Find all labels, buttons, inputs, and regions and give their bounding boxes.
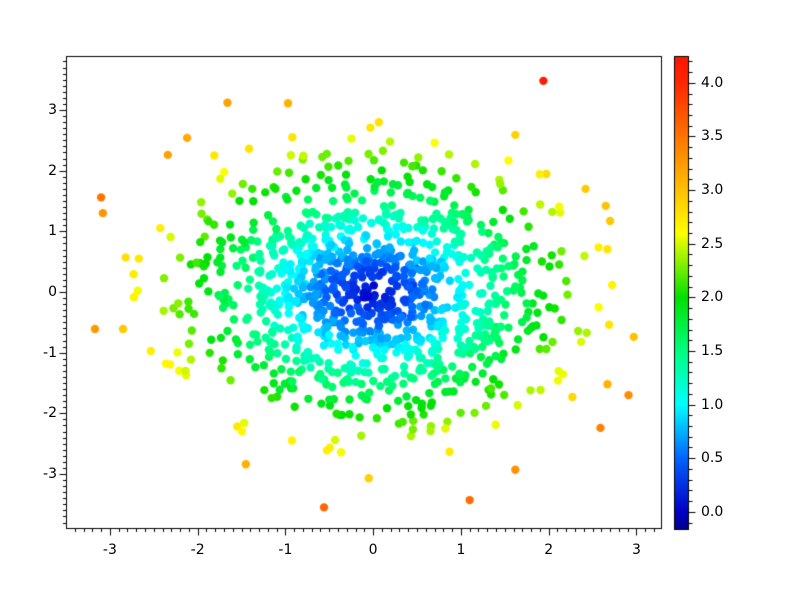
colorbar-tick-label: 0.5 <box>701 450 724 467</box>
colorbar-tick-label: 3.5 <box>701 128 724 145</box>
y-tick-label: -1 <box>43 344 57 361</box>
y-tick-label: -2 <box>43 405 57 422</box>
colorbar-tick-label: 1.5 <box>701 342 724 359</box>
colorbar-tick-label: 1.0 <box>701 396 724 413</box>
x-tick-label: -2 <box>190 542 205 558</box>
colorbar-tick-label: 3.0 <box>701 182 724 199</box>
x-tick-label: -3 <box>102 542 117 558</box>
y-tick-label: 1 <box>48 223 57 240</box>
y-tick-label: 0 <box>48 284 57 300</box>
colorbar-tick-label: 4.0 <box>701 74 724 91</box>
y-tick-label: 3 <box>48 101 57 118</box>
y-tick-label: 2 <box>48 162 57 179</box>
colorbar-tick-label: 0.0 <box>701 503 724 520</box>
x-tick-label: 0 <box>368 542 378 558</box>
x-tick-label: 3 <box>631 542 641 558</box>
colorbar-tick-label: 2.5 <box>701 235 724 252</box>
x-tick-label: -1 <box>278 542 293 558</box>
colorbar-tick-label: 2.0 <box>701 289 724 306</box>
y-tick-label: -3 <box>43 466 57 482</box>
x-tick-label: 2 <box>544 542 554 558</box>
x-tick-label: 1 <box>456 542 466 558</box>
